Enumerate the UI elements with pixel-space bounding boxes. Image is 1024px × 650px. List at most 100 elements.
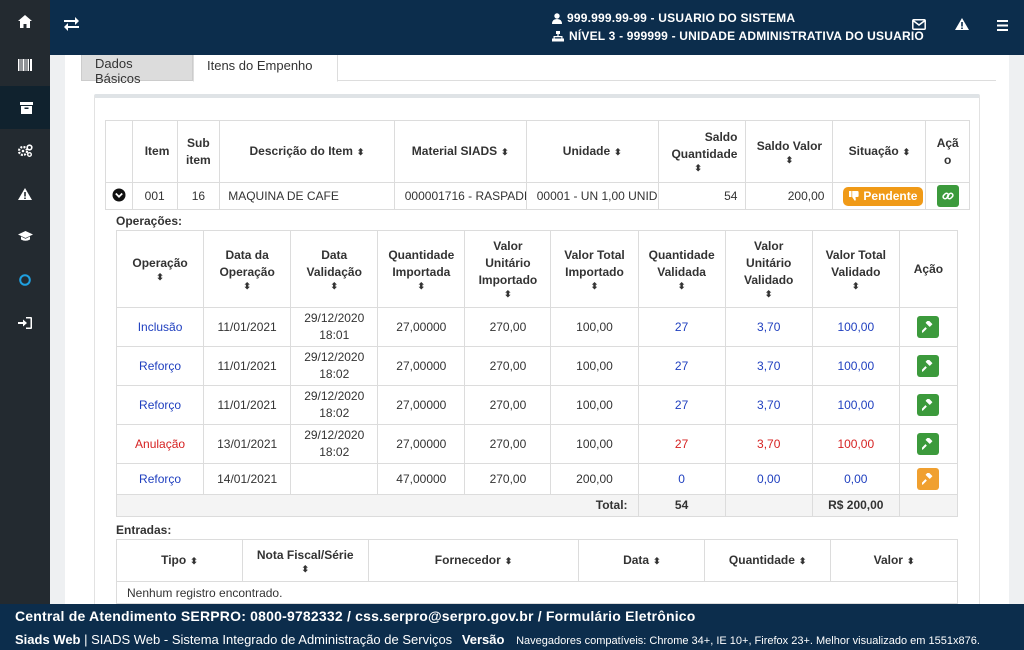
cell-vt-validado: 0,00 [811, 463, 900, 495]
sort-icon[interactable]: ⬍ [243, 280, 251, 291]
sort-icon[interactable]: ⬍ [301, 563, 310, 574]
sort-icon[interactable]: ⬍ [852, 280, 860, 291]
cell-vu-validado: 0,00 [724, 463, 813, 495]
cell-data-validacao: 29/12/2020 18:02 [290, 385, 379, 425]
envelope-icon[interactable] [912, 19, 926, 30]
total-label: Total: [116, 494, 639, 517]
tab-itens-empenho[interactable]: Itens do Empenho [193, 55, 338, 82]
cell-situacao: Pendente [832, 182, 927, 210]
thumbs-down-icon [849, 191, 860, 201]
sort-icon[interactable]: ⬍ [785, 154, 794, 165]
col-header-qtd-importada[interactable]: Quantidade Importada ⬍ [377, 230, 466, 308]
col-header-tipo[interactable]: Tipo ⬍ [116, 539, 243, 582]
gavel-icon [922, 321, 933, 333]
sort-icon[interactable]: ⬍ [330, 280, 338, 291]
total-row: Total: 54 R$ 200,00 [116, 494, 959, 517]
cell-vt-validado: 100,00 [811, 385, 900, 425]
cell-qtd-importada: 27,00000 [377, 424, 466, 464]
col-header-subitem[interactable]: Sub item [176, 120, 221, 183]
col-header-saldo-quantidade[interactable]: Saldo Quantidade ⬍ [657, 120, 747, 183]
operacoes-table: Operação ⬍ Data da Operação ⬍ Data Validaç… [115, 230, 959, 517]
col-header-data[interactable]: Data ⬍ [578, 539, 706, 582]
sidebar-item-signin[interactable] [0, 301, 50, 344]
col-header-nota-fiscal[interactable]: Nota Fiscal/Série ⬍ [241, 539, 369, 582]
col-header-fornecedor[interactable]: Fornecedor ⬍ [367, 539, 580, 582]
sidebar-item-barcode[interactable] [0, 43, 50, 86]
sidebar-item-circle[interactable] [0, 258, 50, 301]
sort-icon[interactable]: ⬍ [798, 555, 807, 566]
cell-operacao[interactable]: Inclusão [115, 307, 205, 347]
col-header-descricao[interactable]: Descrição do Item ⬍ [219, 120, 395, 183]
col-header-vu-validado[interactable]: Valor Unitário Validado ⬍ [724, 230, 813, 308]
col-header-data-validacao[interactable]: Data Validação ⬍ [290, 230, 379, 308]
sort-icon[interactable]: ⬍ [590, 280, 599, 291]
link-button[interactable] [936, 185, 959, 207]
col-header-data-operacao[interactable]: Data da Operação ⬍ [203, 230, 292, 308]
table-row: Reforço 11/01/2021 29/12/2020 18:02 27,00000… [115, 385, 959, 425]
sort-icon[interactable]: ⬍ [906, 555, 915, 566]
collapse-toggle-icon[interactable] [112, 188, 126, 202]
sort-icon[interactable]: ⬍ [501, 146, 509, 157]
validate-button[interactable] [917, 433, 940, 455]
tab-dados-basicos[interactable]: Dados Básicos [81, 55, 193, 86]
col-header-material[interactable]: Material SIADS ⬍ [393, 120, 527, 183]
cell-vu-validado: 3,70 [724, 307, 813, 347]
expand-cell[interactable] [105, 182, 133, 210]
sort-icon[interactable]: ⬍ [504, 289, 512, 299]
col-header-valor[interactable]: Valor ⬍ [830, 539, 958, 582]
col-header-qtd-validada[interactable]: Quantidade Validada ⬍ [637, 230, 726, 308]
swap-arrows-icon[interactable] [64, 17, 79, 31]
col-header-acao: Ação [898, 230, 959, 308]
menu-icon[interactable] [997, 20, 1008, 31]
sort-icon[interactable]: ⬍ [356, 146, 365, 157]
col-header-unidade[interactable]: Unidade ⬍ [525, 120, 659, 183]
cell-operacao[interactable]: Anulação [115, 424, 205, 464]
cell-qtd-validada: 27 [637, 346, 726, 386]
cell-data-operacao: 11/01/2021 [203, 307, 292, 347]
validate-button[interactable] [917, 468, 940, 490]
link-icon [942, 192, 954, 200]
sort-icon[interactable]: ⬍ [653, 555, 661, 566]
sort-icon[interactable]: ⬍ [902, 146, 911, 157]
col-header-acao: Ação [925, 120, 970, 183]
validate-button[interactable] [917, 355, 940, 377]
sort-icon[interactable]: ⬍ [694, 163, 702, 173]
sidebar-item-alerts[interactable] [0, 172, 50, 215]
sidebar-item-archive[interactable] [0, 86, 50, 129]
cell-qtd-importada: 27,00000 [377, 346, 466, 386]
sort-icon[interactable]: ⬍ [614, 146, 622, 157]
cell-acao [898, 424, 959, 464]
sort-icon[interactable]: ⬍ [417, 280, 426, 291]
warning-icon[interactable] [955, 18, 969, 30]
footer-browsers: Navegadores compatíveis: Chrome 34+, IE … [516, 635, 980, 647]
col-header-vt-validado[interactable]: Valor Total Validado ⬍ [811, 230, 900, 308]
main-content: Dados Básicos Itens do Empenho Item Sub … [65, 55, 1009, 604]
sidebar-item-settings[interactable] [0, 129, 50, 172]
col-header-vt-importado[interactable]: Valor Total Importado ⬍ [550, 230, 639, 308]
cell-operacao[interactable]: Reforço [115, 385, 205, 425]
table-row: Anulação 13/01/2021 29/12/2020 18:02 27,0000… [115, 424, 959, 464]
sort-icon[interactable]: ⬍ [764, 289, 773, 299]
cell-vu-importado: 270,00 [464, 463, 552, 495]
col-header-quantidade[interactable]: Quantidade ⬍ [704, 539, 832, 582]
cell-vu-importado: 270,00 [464, 346, 552, 386]
cell-unidade: 00001 - UN 1,00 UNID [525, 182, 659, 210]
sidebar-item-home[interactable] [0, 0, 50, 43]
cell-operacao[interactable]: Reforço [115, 463, 205, 495]
entradas-label: Entradas: [116, 523, 172, 537]
sort-icon[interactable]: ⬍ [190, 555, 198, 566]
col-header-situacao[interactable]: Situação ⬍ [832, 120, 927, 183]
cell-operacao[interactable]: Reforço [115, 346, 205, 386]
sort-icon[interactable]: ⬍ [504, 555, 513, 566]
validate-button[interactable] [917, 394, 940, 416]
validate-button[interactable] [917, 316, 940, 338]
sidebar-item-training[interactable] [0, 215, 50, 258]
sign-in-icon [18, 316, 32, 329]
total-valor: R$ 200,00 [811, 494, 900, 517]
col-header-saldo-valor[interactable]: Saldo Valor ⬍ [745, 120, 834, 183]
sort-icon[interactable]: ⬍ [156, 272, 164, 282]
sort-icon[interactable]: ⬍ [677, 280, 686, 291]
col-header-vu-importado[interactable]: Valor Unitário Importado ⬍ [464, 230, 552, 308]
col-header-operacao[interactable]: Operação ⬍ [115, 230, 205, 308]
col-header-item[interactable]: Item [131, 120, 178, 183]
